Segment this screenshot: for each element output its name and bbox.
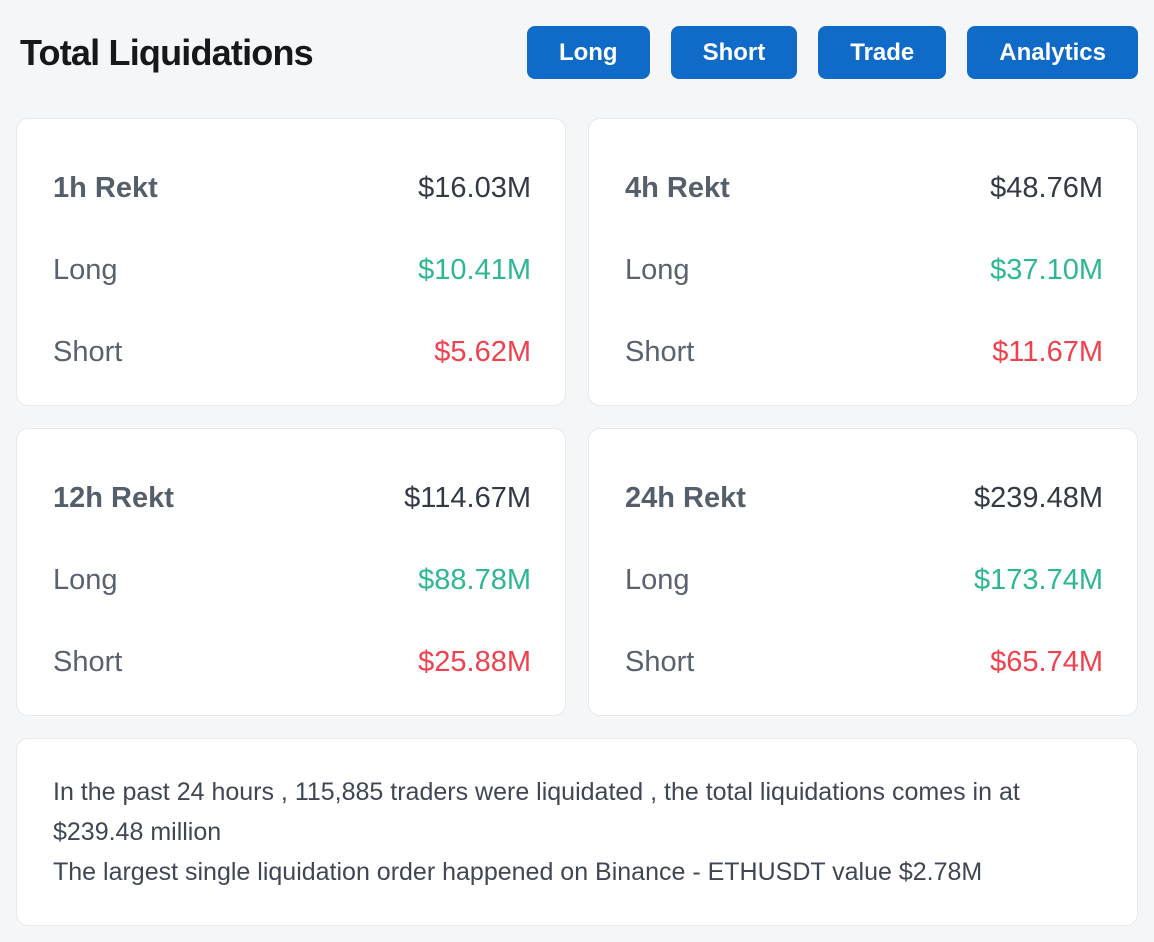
short-value: $11.67M <box>992 336 1103 368</box>
summary-line-2: The largest single liquidation order hap… <box>53 858 983 886</box>
rekt-card-12h: 12h Rekt $114.67M Long $88.78M Short $25… <box>16 428 566 716</box>
long-label: Long <box>53 254 118 286</box>
total-value: $239.48M <box>974 482 1103 514</box>
header: Total Liquidations Long Short Trade Anal… <box>0 0 1154 79</box>
long-value: $10.41M <box>418 254 531 286</box>
rekt-card-4h: 4h Rekt $48.76M Long $37.10M Short $11.6… <box>588 118 1138 406</box>
analytics-button[interactable]: Analytics <box>967 26 1138 79</box>
long-row: Long $37.10M <box>625 254 1103 286</box>
long-label: Long <box>53 564 118 596</box>
short-label: Short <box>625 646 695 678</box>
long-label: Long <box>625 254 690 286</box>
short-button[interactable]: Short <box>670 26 798 79</box>
period-label: 1h Rekt <box>53 172 158 204</box>
stats-grid: 1h Rekt $16.03M Long $10.41M Short $5.62… <box>16 118 1138 716</box>
long-label: Long <box>625 564 690 596</box>
long-value: $37.10M <box>990 254 1103 286</box>
trade-button[interactable]: Trade <box>818 26 947 79</box>
action-buttons: Long Short Trade Analytics <box>526 26 1138 79</box>
short-row: Short $11.67M <box>625 336 1103 368</box>
rekt-card-24h: 24h Rekt $239.48M Long $173.74M Short $6… <box>588 428 1138 716</box>
period-row: 1h Rekt $16.03M <box>53 172 531 204</box>
short-value: $25.88M <box>418 646 531 678</box>
period-row: 24h Rekt $239.48M <box>625 482 1103 514</box>
period-row: 12h Rekt $114.67M <box>53 482 531 514</box>
short-value: $5.62M <box>434 336 531 368</box>
page-title: Total Liquidations <box>20 31 314 73</box>
short-row: Short $25.88M <box>53 646 531 678</box>
short-row: Short $5.62M <box>53 336 531 368</box>
short-value: $65.74M <box>990 646 1103 678</box>
long-value: $173.74M <box>974 564 1103 596</box>
period-label: 4h Rekt <box>625 172 730 204</box>
total-value: $48.76M <box>990 172 1103 204</box>
short-label: Short <box>53 336 123 368</box>
total-value: $16.03M <box>418 172 531 204</box>
short-row: Short $65.74M <box>625 646 1103 678</box>
period-row: 4h Rekt $48.76M <box>625 172 1103 204</box>
short-label: Short <box>625 336 695 368</box>
total-value: $114.67M <box>404 482 531 514</box>
period-label: 12h Rekt <box>53 482 174 514</box>
summary-line-1: In the past 24 hours , 115,885 traders w… <box>53 778 1020 846</box>
rekt-card-1h: 1h Rekt $16.03M Long $10.41M Short $5.62… <box>16 118 566 406</box>
long-value: $88.78M <box>418 564 531 596</box>
long-button[interactable]: Long <box>526 26 650 79</box>
long-row: Long $88.78M <box>53 564 531 596</box>
short-label: Short <box>53 646 123 678</box>
summary-card: In the past 24 hours , 115,885 traders w… <box>16 738 1138 926</box>
long-row: Long $10.41M <box>53 254 531 286</box>
period-label: 24h Rekt <box>625 482 746 514</box>
long-row: Long $173.74M <box>625 564 1103 596</box>
